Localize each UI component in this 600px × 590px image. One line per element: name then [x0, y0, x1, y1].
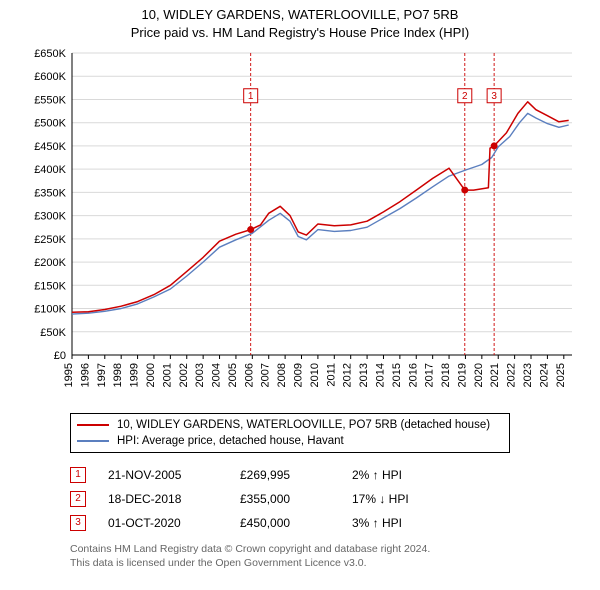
svg-text:2003: 2003 [194, 363, 206, 387]
svg-text:3: 3 [491, 91, 497, 102]
svg-text:£0: £0 [54, 350, 66, 362]
svg-text:2023: 2023 [522, 363, 534, 387]
svg-text:2012: 2012 [342, 363, 354, 387]
svg-text:2016: 2016 [407, 363, 419, 387]
event-diff: 3% ↑ HPI [352, 516, 442, 530]
svg-text:2009: 2009 [293, 363, 305, 387]
svg-text:2014: 2014 [374, 363, 386, 387]
svg-text:2008: 2008 [276, 363, 288, 387]
svg-text:£350K: £350K [34, 187, 66, 199]
event-row: 2 18-DEC-2018 £355,000 17% ↓ HPI [70, 487, 600, 511]
svg-text:2020: 2020 [473, 363, 485, 387]
svg-text:2002: 2002 [178, 363, 190, 387]
title-line-2: Price paid vs. HM Land Registry's House … [0, 24, 600, 42]
svg-text:2017: 2017 [424, 363, 436, 387]
footnote-line-2: This data is licensed under the Open Gov… [70, 557, 600, 571]
svg-text:2001: 2001 [161, 363, 173, 387]
svg-text:2011: 2011 [325, 363, 337, 387]
svg-text:1995: 1995 [63, 363, 75, 387]
svg-text:2004: 2004 [211, 363, 223, 387]
event-price: £269,995 [240, 468, 330, 482]
chart-title-block: 10, WIDLEY GARDENS, WATERLOOVILLE, PO7 5… [0, 0, 600, 41]
svg-text:2006: 2006 [243, 363, 255, 387]
svg-text:2: 2 [462, 91, 468, 102]
title-line-1: 10, WIDLEY GARDENS, WATERLOOVILLE, PO7 5… [0, 6, 600, 24]
legend-label: 10, WIDLEY GARDENS, WATERLOOVILLE, PO7 5… [117, 417, 490, 433]
svg-text:2019: 2019 [456, 363, 468, 387]
svg-text:2024: 2024 [538, 363, 550, 387]
svg-text:2025: 2025 [555, 363, 567, 387]
legend-item: 10, WIDLEY GARDENS, WATERLOOVILLE, PO7 5… [77, 417, 503, 433]
svg-text:1998: 1998 [112, 363, 124, 387]
event-diff: 17% ↓ HPI [352, 492, 442, 506]
svg-text:£550K: £550K [34, 95, 66, 107]
event-price: £450,000 [240, 516, 330, 530]
event-price: £355,000 [240, 492, 330, 506]
svg-text:£250K: £250K [34, 234, 66, 246]
chart-svg: £0 £50K £100K £150K £200K £250K £300K £350K £400… [20, 47, 580, 407]
footnote-line-1: Contains HM Land Registry data © Crown c… [70, 543, 600, 557]
footnote: Contains HM Land Registry data © Crown c… [70, 543, 600, 570]
svg-text:2021: 2021 [489, 363, 501, 387]
svg-text:£650K: £650K [34, 48, 66, 60]
svg-text:1: 1 [248, 91, 254, 102]
svg-text:2007: 2007 [260, 363, 272, 387]
svg-text:£100K: £100K [34, 304, 66, 316]
event-row: 3 01-OCT-2020 £450,000 3% ↑ HPI [70, 511, 600, 535]
legend: 10, WIDLEY GARDENS, WATERLOOVILLE, PO7 5… [70, 413, 510, 453]
event-row: 1 21-NOV-2005 £269,995 2% ↑ HPI [70, 463, 600, 487]
event-num-box: 2 [70, 491, 86, 507]
event-num-box: 3 [70, 515, 86, 531]
svg-text:1999: 1999 [129, 363, 141, 387]
svg-text:£500K: £500K [34, 118, 66, 130]
svg-text:£150K: £150K [34, 280, 66, 292]
event-date: 01-OCT-2020 [108, 516, 218, 530]
svg-text:2005: 2005 [227, 363, 239, 387]
svg-text:2013: 2013 [358, 363, 370, 387]
event-list: 1 21-NOV-2005 £269,995 2% ↑ HPI 2 18-DEC-2018… [70, 463, 600, 535]
svg-text:2022: 2022 [506, 363, 518, 387]
svg-text:2010: 2010 [309, 363, 321, 387]
svg-text:£300K: £300K [34, 211, 66, 223]
svg-text:£450K: £450K [34, 141, 66, 153]
legend-swatch [77, 424, 109, 426]
legend-label: HPI: Average price, detached house, Hava… [117, 433, 344, 449]
svg-text:2015: 2015 [391, 363, 403, 387]
svg-text:£50K: £50K [40, 327, 66, 339]
event-date: 18-DEC-2018 [108, 492, 218, 506]
legend-swatch [77, 440, 109, 442]
event-diff: 2% ↑ HPI [352, 468, 442, 482]
event-num-box: 1 [70, 467, 86, 483]
legend-item: HPI: Average price, detached house, Hava… [77, 433, 503, 449]
svg-text:2000: 2000 [145, 363, 157, 387]
svg-text:£200K: £200K [34, 257, 66, 269]
event-date: 21-NOV-2005 [108, 468, 218, 482]
chart: £0 £50K £100K £150K £200K £250K £300K £350K £400… [20, 47, 580, 407]
svg-text:1997: 1997 [96, 363, 108, 387]
svg-text:£600K: £600K [34, 71, 66, 83]
svg-text:£400K: £400K [34, 164, 66, 176]
svg-text:1996: 1996 [79, 363, 91, 387]
svg-text:2018: 2018 [440, 363, 452, 387]
